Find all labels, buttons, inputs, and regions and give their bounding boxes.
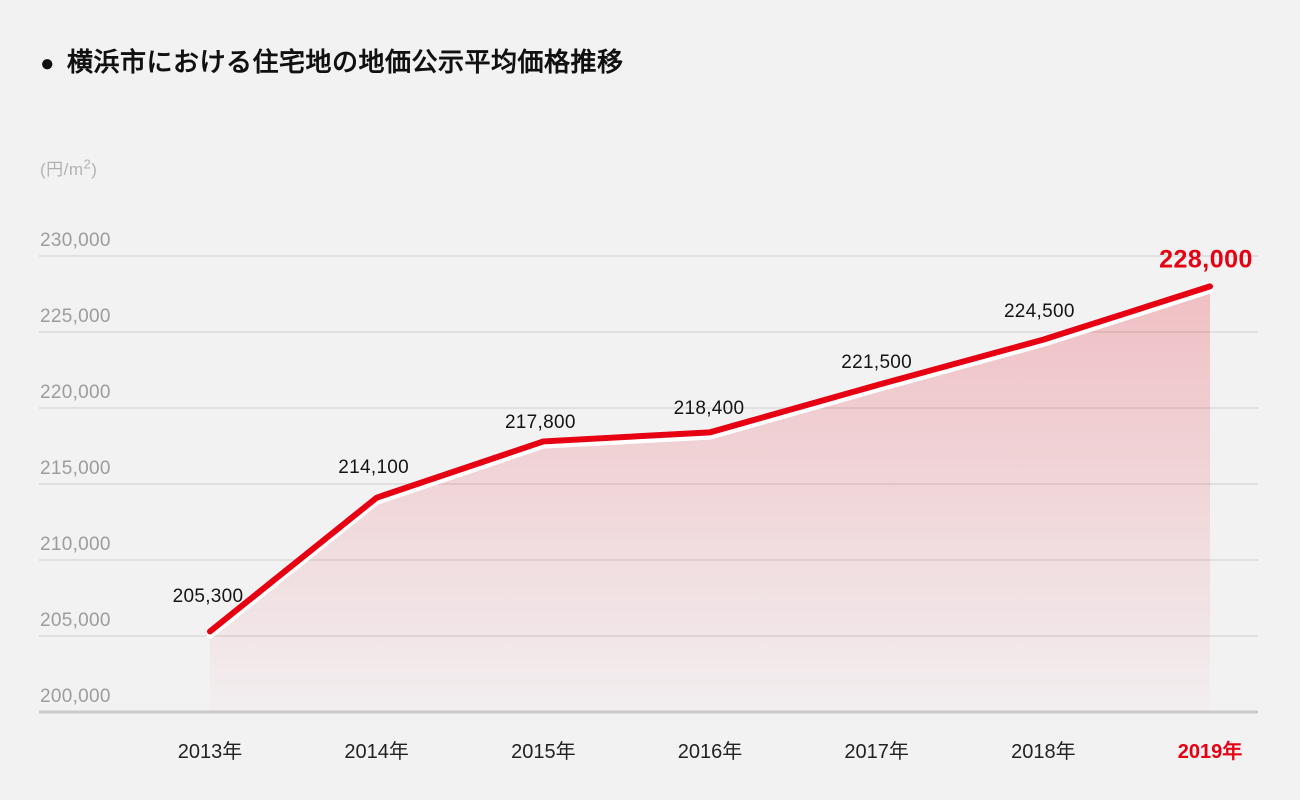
x-axis-label: 2018年 bbox=[1011, 741, 1076, 763]
chart-title: ● 横浜市における住宅地の地価公示平均価格推移 bbox=[40, 42, 624, 79]
y-axis-tick-label: 215,000 bbox=[40, 458, 111, 479]
area-fill bbox=[210, 286, 1210, 712]
chart-title-text: 横浜市における住宅地の地価公示平均価格推移 bbox=[67, 47, 624, 77]
unit-base: (円/m bbox=[40, 160, 84, 179]
bullet-icon: ● bbox=[40, 50, 55, 77]
x-axis-label: 2013年 bbox=[177, 741, 243, 763]
data-point-label: 224,500 bbox=[1003, 300, 1075, 322]
x-axis-label: 2017年 bbox=[844, 741, 909, 763]
y-axis-tick-label: 205,000 bbox=[40, 610, 111, 631]
y-axis-tick-label: 225,000 bbox=[40, 306, 111, 327]
data-point-label: 205,300 bbox=[172, 586, 244, 608]
y-axis-tick-label: 220,000 bbox=[40, 382, 111, 403]
line-white-shadow bbox=[206, 287, 1214, 639]
data-point-label: 214,100 bbox=[338, 456, 410, 478]
y-axis-tick-label: 230,000 bbox=[40, 230, 111, 251]
x-axis-label: 2019年 bbox=[1177, 741, 1243, 763]
data-point-label: 221,500 bbox=[841, 352, 913, 374]
x-axis-label: 2016年 bbox=[677, 741, 743, 763]
y-axis-tick-label: 210,000 bbox=[40, 534, 111, 555]
unit-close: ) bbox=[91, 160, 98, 179]
price-trend-line bbox=[207, 283, 1213, 635]
data-point-label: 228,000 bbox=[1159, 245, 1253, 274]
data-point-label: 218,400 bbox=[673, 398, 745, 420]
x-axis-label: 2014年 bbox=[344, 741, 409, 763]
y-axis-tick-label: 200,000 bbox=[40, 686, 111, 707]
x-axis-label: 2015年 bbox=[511, 741, 576, 763]
data-point-label: 217,800 bbox=[504, 412, 576, 434]
y-axis-unit-label: (円/m2) bbox=[40, 155, 97, 180]
unit-sup: 2 bbox=[83, 156, 92, 172]
